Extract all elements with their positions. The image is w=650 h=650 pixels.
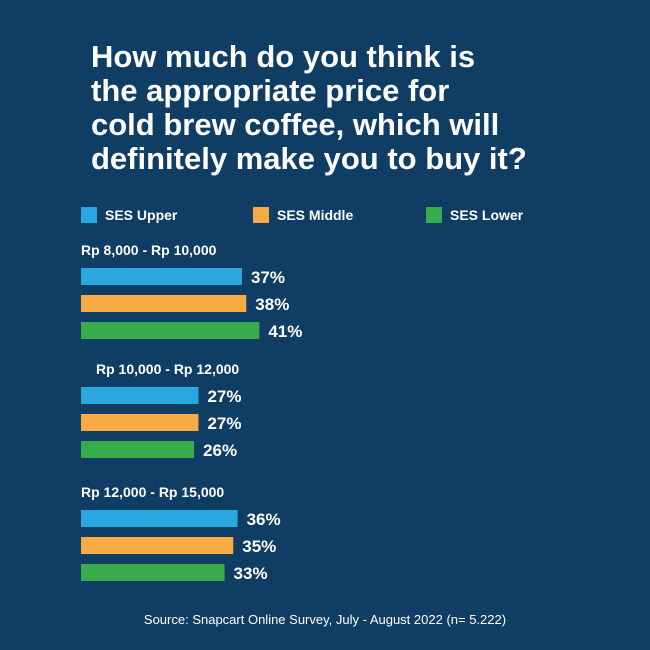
bar-ses-middle [81, 537, 234, 554]
legend-label-ses-lower: SES Lower [450, 207, 524, 223]
bar-ses-upper [81, 268, 242, 285]
legend-label-ses-middle: SES Middle [277, 207, 354, 223]
bar-ses-lower [81, 564, 225, 581]
legend-item-ses-lower: SES Lower [426, 206, 523, 224]
legend-swatch-ses-lower [426, 207, 442, 223]
data-label: 27% [207, 387, 241, 406]
legend-swatch-ses-upper [81, 207, 97, 223]
bar-ses-lower [81, 322, 260, 339]
data-label: 35% [242, 537, 276, 556]
data-label: 41% [268, 322, 302, 341]
data-label: 26% [203, 441, 237, 460]
data-label: 36% [247, 510, 281, 529]
data-label: 33% [234, 564, 268, 583]
legend-item-ses-middle: SES Middle [253, 206, 353, 224]
bar-ses-lower [81, 441, 195, 458]
bar-ses-upper [81, 510, 238, 527]
data-label: 38% [255, 295, 289, 314]
category-label: Rp 12,000 - Rp 15,000 [81, 484, 224, 500]
data-label: 37% [251, 268, 285, 287]
data-label: 27% [207, 414, 241, 433]
bar-ses-middle [81, 414, 199, 431]
legend-item-ses-upper: SES Upper [81, 206, 177, 224]
bar-ses-middle [81, 295, 247, 312]
bar-ses-upper [81, 387, 199, 404]
legend-label-ses-upper: SES Upper [105, 207, 178, 223]
category-label: Rp 10,000 - Rp 12,000 [96, 361, 239, 377]
chart-title: How much do you think is the appropriate… [91, 39, 527, 176]
source-note: Source: Snapcart Online Survey, July - A… [143, 612, 507, 627]
legend-swatch-ses-middle [253, 207, 269, 223]
category-label: Rp 8,000 - Rp 10,000 [81, 242, 217, 258]
